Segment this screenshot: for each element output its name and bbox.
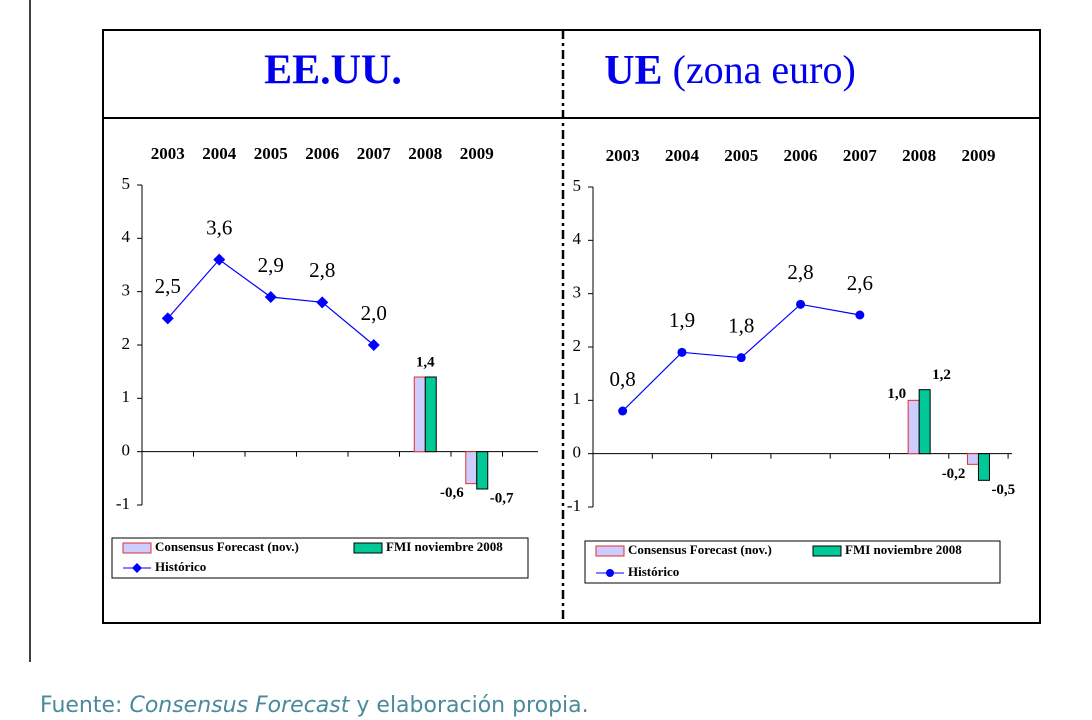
x-tick-label: 2004 xyxy=(202,144,237,163)
footer-italic: Consensus Forecast xyxy=(129,693,350,718)
point-label: 2,9 xyxy=(258,253,284,277)
y-tick-label: 5 xyxy=(573,176,582,195)
y-tick-label: 1 xyxy=(573,389,582,408)
legend-label: FMI noviembre 2008 xyxy=(386,539,503,554)
marker xyxy=(213,253,226,266)
bar xyxy=(977,453,990,481)
legend-label: FMI noviembre 2008 xyxy=(845,542,962,557)
x-tick-label: 2006 xyxy=(305,144,339,163)
y-tick-label: 3 xyxy=(122,281,131,300)
marker xyxy=(161,312,174,325)
legend-box xyxy=(584,540,1001,584)
point-label: 2,8 xyxy=(787,260,813,284)
marker xyxy=(855,310,865,320)
point-label: 2,5 xyxy=(155,274,181,298)
bar xyxy=(476,451,489,490)
chart-title: UE xyxy=(604,48,662,94)
marker xyxy=(736,353,746,363)
bar-label: -0,7 xyxy=(490,490,514,506)
marker xyxy=(677,347,687,357)
y-tick-label: 1 xyxy=(122,387,131,406)
bar-label: 1,0 xyxy=(887,386,906,402)
bar-label: 1,4 xyxy=(416,354,435,370)
footer-label: Fuente: xyxy=(40,693,122,718)
bar-label: -0,2 xyxy=(942,466,966,482)
bar xyxy=(918,389,931,455)
x-tick-label: 2008 xyxy=(902,146,936,165)
chart-title-group: UE (zona euro) xyxy=(604,47,856,93)
x-tick-label: 2003 xyxy=(151,144,185,163)
bar xyxy=(424,376,437,453)
y-tick-label: 3 xyxy=(573,283,582,302)
marker xyxy=(796,299,806,309)
bar-label: -0,5 xyxy=(991,482,1015,498)
frame xyxy=(102,29,1041,624)
bar xyxy=(465,451,478,485)
legend-label: Histórico xyxy=(155,559,206,574)
bar-label: 1,2 xyxy=(932,367,951,383)
x-tick-label: 2007 xyxy=(843,146,878,165)
x-tick-label: 2009 xyxy=(961,146,995,165)
chart-subtitle: (zona euro) xyxy=(673,47,856,92)
bar-label: -0,6 xyxy=(440,485,464,501)
y-tick-label: -1 xyxy=(116,494,130,513)
x-tick-label: 2009 xyxy=(460,144,494,163)
y-tick-label: 4 xyxy=(122,227,131,246)
point-label: 3,6 xyxy=(206,215,232,239)
y-tick-label: 5 xyxy=(122,174,131,193)
footer: Fuente: Consensus Forecast y elaboración… xyxy=(40,693,589,718)
point-label: 0,8 xyxy=(610,367,636,391)
y-tick-label: 2 xyxy=(573,336,582,355)
legend-marker xyxy=(606,569,614,577)
legend-box xyxy=(111,537,529,579)
legend-label: Consensus Forecast (nov.) xyxy=(628,542,772,557)
x-tick-label: 2008 xyxy=(408,144,442,163)
marker xyxy=(316,296,329,309)
y-tick-label: 0 xyxy=(573,443,582,462)
x-tick-label: 2005 xyxy=(254,144,288,163)
bar xyxy=(907,399,920,455)
legend-swatch xyxy=(595,545,625,557)
y-tick-label: -1 xyxy=(567,496,581,515)
x-tick-label: 2005 xyxy=(724,146,758,165)
legend-label: Consensus Forecast (nov.) xyxy=(155,539,299,554)
bar xyxy=(966,453,979,465)
point-label: 1,9 xyxy=(669,308,695,332)
footer-rest: y elaboración propia. xyxy=(356,693,588,718)
y-tick-label: 4 xyxy=(573,229,582,248)
chart-title: EE.UU. xyxy=(264,48,402,94)
marker xyxy=(264,291,277,303)
legend-label: Histórico xyxy=(628,564,679,579)
legend-swatch xyxy=(122,542,152,554)
legend-marker xyxy=(132,563,142,573)
point-label: 2,8 xyxy=(309,258,335,282)
legend-swatch xyxy=(353,542,383,554)
bar xyxy=(413,376,426,453)
x-tick-label: 2006 xyxy=(784,146,818,165)
x-tick-label: 2004 xyxy=(665,146,700,165)
x-tick-label: 2003 xyxy=(606,146,640,165)
point-label: 1,8 xyxy=(728,313,754,337)
legend-swatch xyxy=(812,545,842,557)
y-tick-label: 2 xyxy=(122,334,131,353)
y-tick-label: 0 xyxy=(122,441,131,460)
marker xyxy=(618,406,628,416)
point-label: 2,6 xyxy=(847,271,873,295)
marker xyxy=(367,339,380,351)
point-label: 2,0 xyxy=(361,301,387,325)
x-tick-label: 2007 xyxy=(357,144,392,163)
